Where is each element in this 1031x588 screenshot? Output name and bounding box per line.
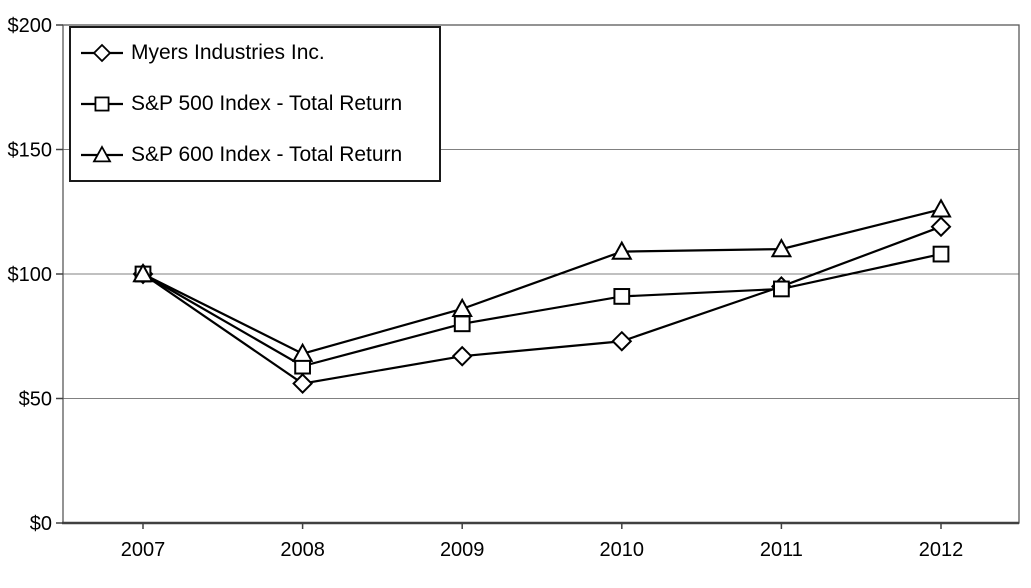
series-line-0 xyxy=(142,225,942,385)
square-marker-icon xyxy=(453,315,471,333)
y-tick-label: $150 xyxy=(8,140,53,162)
series-line-1 xyxy=(142,253,942,368)
y-tick-label: $0 xyxy=(30,513,52,535)
triangle-marker-icon xyxy=(132,262,154,283)
series-line-2 xyxy=(142,208,942,355)
series-1 xyxy=(134,245,950,375)
diamond-marker-icon xyxy=(451,345,473,367)
triangle-marker-icon xyxy=(92,144,112,162)
diamond-marker-icon xyxy=(92,44,112,63)
x-tick-label: 2011 xyxy=(760,539,803,561)
diamond-marker-icon xyxy=(930,216,952,238)
square-marker-icon xyxy=(932,245,950,263)
diamond-marker-icon xyxy=(292,373,314,394)
legend-item-sp500: S&P 500 Index - Total Return xyxy=(71,79,439,130)
square-marker-icon xyxy=(94,96,110,112)
gridlines xyxy=(63,149,1019,399)
diamond-marker-icon xyxy=(81,44,123,63)
legend-label-myers: Myers Industries Inc. xyxy=(131,41,325,65)
triangle-marker-icon xyxy=(451,297,473,318)
square-marker-icon xyxy=(773,280,790,298)
y-axis-labels: $0 $50 $100 $150 $200 xyxy=(8,15,53,535)
triangle-marker-icon xyxy=(930,198,952,218)
x-tick-label: 2007 xyxy=(121,539,166,561)
y-tick-label: $100 xyxy=(8,264,53,286)
x-tick-label: 2012 xyxy=(919,539,964,561)
diamond-marker-icon xyxy=(611,330,633,352)
y-tick-label: $200 xyxy=(8,15,53,37)
series-0 xyxy=(132,216,952,394)
triangle-marker-icon xyxy=(81,144,123,162)
x-tick-label: 2009 xyxy=(440,539,485,561)
legend-item-myers: Myers Industries Inc. xyxy=(71,28,439,79)
legend-label-sp500: S&P 500 Index - Total Return xyxy=(131,92,403,115)
y-tick-label: $50 xyxy=(19,389,52,411)
axis-ticks xyxy=(56,24,942,529)
triangle-marker-icon xyxy=(291,342,314,362)
legend-item-sp600: S&P 600 Index - Total Return xyxy=(71,129,439,180)
square-marker-icon xyxy=(613,288,631,305)
x-axis-labels: 2007 2008 2009 2010 2011 2012 xyxy=(121,539,964,561)
series-2 xyxy=(132,198,952,362)
x-tick-label: 2008 xyxy=(280,539,325,561)
triangle-marker-icon xyxy=(611,240,633,260)
legend-label-sp600: S&P 600 Index - Total Return xyxy=(131,142,403,166)
triangle-marker-icon xyxy=(770,238,793,258)
square-marker-icon xyxy=(81,96,123,112)
x-tick-label: 2010 xyxy=(600,539,645,561)
legend: Myers Industries Inc. S&P 500 Index - To… xyxy=(69,26,441,182)
